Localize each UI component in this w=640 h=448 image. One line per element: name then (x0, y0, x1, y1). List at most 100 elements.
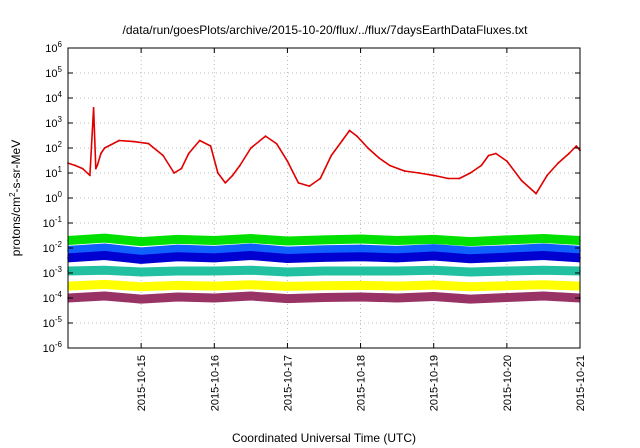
series-2-point (286, 250, 289, 253)
series-2-point (396, 249, 398, 252)
series-0-point (469, 172, 472, 174)
y-tick-base: 10 (43, 268, 55, 280)
y-tick-base: 10 (45, 193, 57, 205)
series-0-point (187, 152, 190, 155)
series-0-point (418, 172, 420, 174)
x-tick-label: 2015-10-15 (136, 355, 148, 411)
y-tick-label: 102 (45, 140, 62, 155)
series-4-point (469, 271, 472, 273)
series-0-point (388, 164, 391, 167)
y-tick-base: 10 (43, 343, 55, 355)
series-0-point (162, 154, 165, 157)
series-2-point (250, 247, 252, 249)
series-0-point (308, 185, 311, 188)
series-5-point (140, 285, 143, 288)
y-axis-label-tail: -s-sr-MeV (9, 140, 23, 193)
series-1-point (176, 238, 179, 241)
series-5-point (432, 284, 435, 286)
y-tick-exp: 2 (58, 140, 63, 149)
series-1-point (396, 239, 398, 242)
series-4-point (286, 271, 289, 273)
series-6-point (469, 298, 472, 300)
y-tick-exp: 5 (58, 65, 63, 74)
y-tick-base: 10 (45, 93, 57, 105)
series-2-point (542, 247, 545, 249)
y-tick-label: 100 (45, 190, 62, 205)
y-tick-label: 10-2 (43, 240, 63, 255)
series-6-point (359, 296, 362, 298)
series-0-point (231, 174, 234, 177)
y-tick-label: 103 (45, 115, 62, 130)
series-2-point (323, 248, 325, 251)
y-tick-label: 105 (45, 65, 62, 80)
series-0-point (557, 162, 559, 165)
series-5-point (323, 284, 325, 287)
series-1-point (359, 238, 362, 240)
series-1-point (323, 239, 325, 241)
x-tick-label: 2015-10-19 (429, 355, 441, 411)
series-0-point (447, 177, 450, 180)
series-2-point (359, 248, 362, 251)
y-axis-label-sup: 2 (8, 192, 17, 197)
series-3-point (432, 255, 435, 257)
series-4-point (176, 270, 179, 272)
series-6-point (432, 295, 435, 298)
series-1-point (506, 239, 508, 241)
series-1-point (213, 239, 216, 242)
series-2-point (140, 251, 143, 253)
y-tick-base: 10 (45, 68, 57, 80)
y-tick-base: 10 (45, 43, 57, 55)
series-4-point (140, 271, 143, 273)
y-tick-exp: -4 (55, 290, 63, 299)
y-axis-label: protons/cm2-s-sr-MeV (8, 140, 23, 256)
series-5-point (542, 283, 545, 286)
series-4-point (103, 269, 106, 272)
x-tick-label: 2015-10-21 (575, 355, 587, 411)
y-tick-label: 101 (45, 165, 62, 180)
y-tick-exp: -1 (55, 215, 63, 224)
series-6-point (176, 296, 179, 298)
series-6-point (213, 297, 216, 299)
series-0-point (341, 139, 344, 142)
series-5-point (396, 285, 398, 287)
y-tick-exp: 6 (58, 40, 63, 49)
x-axis-label: Coordinated Universal Time (UTC) (232, 431, 416, 445)
series-2-point (176, 248, 179, 251)
y-tick-exp: -5 (55, 315, 63, 324)
series-0-point (118, 139, 121, 142)
series-0-point (92, 107, 95, 109)
series-3-point (176, 255, 179, 258)
y-tick-label: 106 (45, 40, 62, 55)
series-layer (67, 107, 581, 304)
series-6-point (286, 297, 289, 300)
series-0-point (180, 167, 183, 170)
series-3-point (542, 254, 545, 257)
series-0-point (209, 145, 212, 147)
y-tick-base: 10 (43, 218, 55, 230)
series-2-point (506, 248, 508, 251)
series-4-point (432, 269, 435, 272)
y-tick-base: 10 (45, 143, 57, 155)
series-0-point (217, 172, 219, 174)
series-0-point (198, 139, 201, 142)
y-tick-label: 10-6 (43, 340, 63, 355)
series-4-point (250, 269, 252, 272)
series-0-point (568, 152, 570, 155)
series-0-point (173, 172, 176, 174)
series-3-point (103, 254, 106, 257)
series-0-point (458, 177, 461, 180)
series-0-point (94, 167, 97, 170)
y-tick-exp: -3 (55, 265, 63, 274)
series-5-point (176, 284, 179, 287)
series-1-point (286, 240, 289, 242)
series-5-point (286, 285, 289, 288)
series-2-point (469, 250, 472, 253)
series-4-point (323, 270, 325, 272)
y-tick-label: 104 (45, 90, 62, 105)
y-tick-label: 10-4 (43, 290, 63, 305)
series-0-point (480, 164, 483, 167)
series-0-point (286, 160, 289, 163)
series-0-point (575, 145, 578, 147)
